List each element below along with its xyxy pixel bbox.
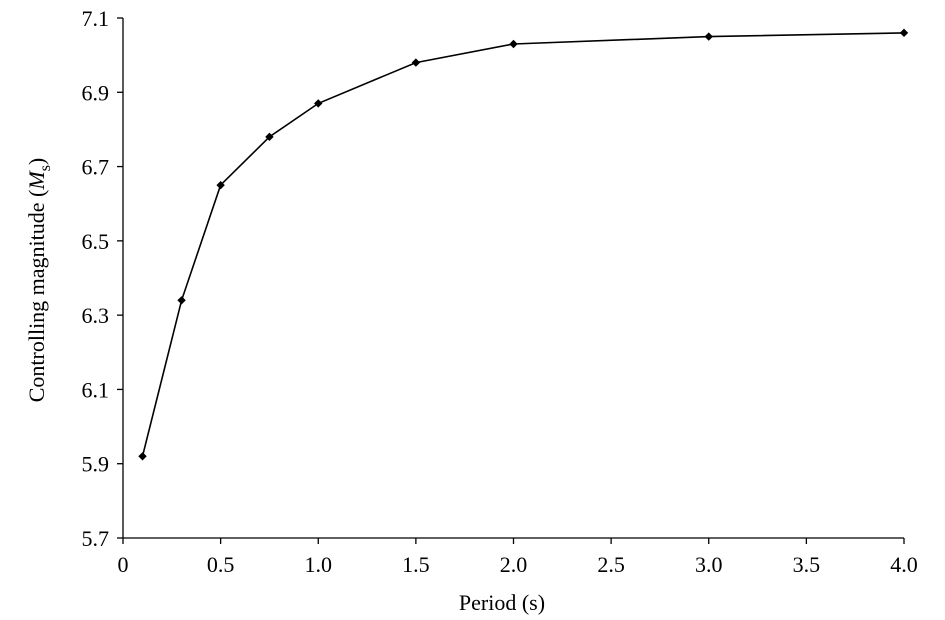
ticks: 5.7 5.9 6.1 6.3 6.5 6.7 6.9 7.1 0 0.5 1.0 1.5 2.0 2.5… (82, 6, 918, 577)
y-axis-title-close: ) (24, 158, 49, 165)
data-point (509, 39, 518, 49)
x-tick-label: 0.5 (207, 552, 235, 577)
x-tick-label: 4.0 (890, 552, 918, 577)
series (138, 28, 909, 461)
y-axis-title-subscript: s (37, 165, 54, 171)
y-tick-label: 6.1 (82, 377, 110, 402)
y-tick-label: 6.3 (82, 303, 110, 328)
data-point (138, 452, 147, 461)
y-tick-label: 6.7 (82, 155, 110, 180)
x-axis-title: Period (s) (459, 590, 545, 615)
y-tick-label: 5.7 (82, 526, 110, 551)
x-tick-label: 1.0 (305, 552, 333, 577)
data-point (265, 132, 274, 142)
x-tick-label: 2.5 (597, 552, 625, 577)
data-point (704, 32, 713, 41)
x-tick-label: 0 (118, 552, 129, 577)
data-point (411, 58, 421, 67)
y-axis-title: Controlling magnitude (Ms) (24, 158, 54, 403)
x-tick-label: 2.0 (500, 552, 528, 577)
y-axis-title-main: Controlling magnitude ( (24, 190, 49, 403)
x-tick-label: 1.5 (402, 552, 430, 577)
data-point (177, 296, 186, 305)
axes (122, 18, 904, 539)
y-tick-label: 5.9 (82, 452, 110, 477)
data-point (899, 28, 909, 38)
data-point (216, 180, 225, 190)
x-tick-label: 3.5 (793, 552, 821, 577)
y-axis-title-symbol: M (24, 170, 49, 191)
y-tick-label: 6.9 (82, 80, 110, 105)
y-tick-label: 7.1 (82, 6, 110, 31)
y-tick-label: 6.5 (82, 229, 110, 254)
data-point (314, 99, 323, 108)
series-line (141, 32, 905, 457)
x-tick-label: 3.0 (695, 552, 723, 577)
